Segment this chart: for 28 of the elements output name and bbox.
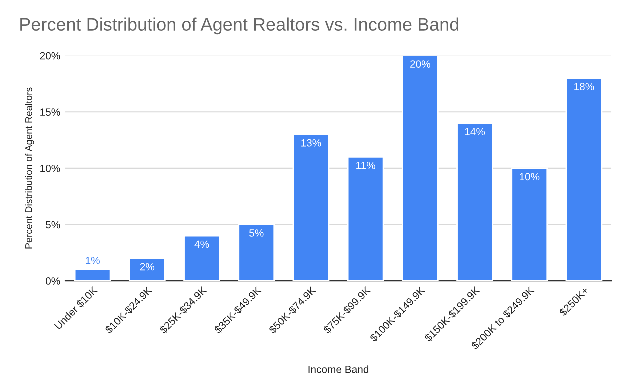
bar bbox=[347, 156, 384, 282]
y-tick-label: 0% bbox=[46, 278, 60, 285]
bar bbox=[128, 258, 166, 282]
data-label: 1% bbox=[86, 257, 100, 264]
data-label: 13% bbox=[302, 139, 322, 147]
data-label: 2% bbox=[140, 263, 155, 271]
bar bbox=[566, 78, 603, 282]
data-label: 10% bbox=[520, 173, 540, 181]
data-label: 20% bbox=[410, 60, 430, 68]
bar bbox=[292, 134, 330, 282]
data-label: 11% bbox=[356, 162, 376, 170]
bar bbox=[74, 269, 112, 282]
data-label: 14% bbox=[465, 128, 486, 136]
y-tick-label: 5% bbox=[46, 221, 60, 229]
data-label: 5% bbox=[250, 230, 264, 237]
y-tick-label: 10% bbox=[40, 164, 60, 172]
chart-title: Percent Distribution of Agent Realtors vs. Income Band bbox=[20, 18, 459, 35]
bar bbox=[511, 168, 548, 282]
x-axis-title: Income Band bbox=[308, 366, 369, 374]
bar bbox=[402, 56, 439, 282]
data-label: 18% bbox=[574, 83, 594, 91]
bar bbox=[184, 235, 220, 282]
y-axis-title: Percent Distribution of Agent Realtors bbox=[25, 88, 34, 249]
data-label: 4% bbox=[194, 240, 210, 248]
bar bbox=[456, 122, 494, 282]
bar bbox=[238, 224, 276, 282]
y-tick-label: 15% bbox=[40, 108, 60, 116]
y-tick-label: 20% bbox=[40, 52, 60, 60]
